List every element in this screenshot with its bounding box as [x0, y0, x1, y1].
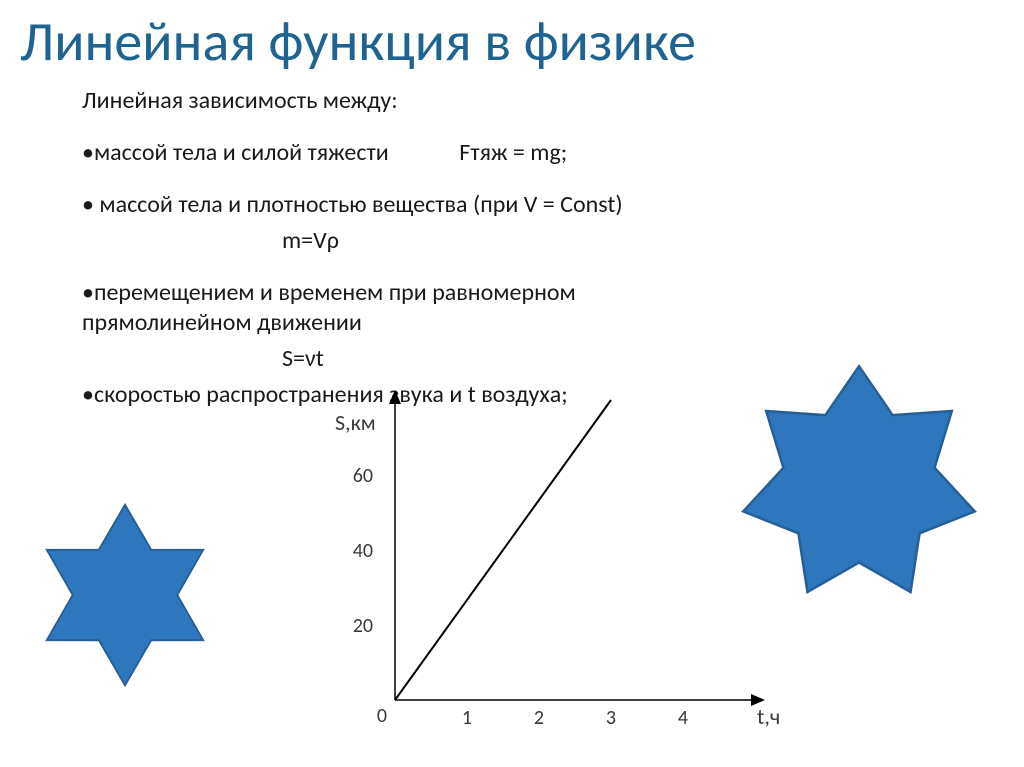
body-text-block: Линейная зависимость между: •массой тела…: [82, 86, 742, 416]
svg-text:0: 0: [377, 704, 387, 728]
slide-container: Линейная функция в физике Линейная завис…: [0, 0, 1024, 767]
bullet-2-formula: m=Vρ: [82, 226, 742, 256]
page-title: Линейная функция в физике: [20, 8, 696, 76]
svg-text:4: 4: [678, 706, 688, 730]
seven-point-star-icon: [734, 360, 984, 610]
svg-text:3: 3: [606, 706, 616, 730]
bullet-2-text: • массой тела и плотностью вещества (при…: [82, 190, 742, 220]
svg-text:20: 20: [353, 614, 373, 638]
svg-text:1: 1: [462, 706, 472, 730]
svg-text:40: 40: [353, 539, 373, 563]
svg-text:S,км: S,км: [335, 409, 376, 436]
bullet-3-text: •перемещением и временем при равномерном…: [82, 278, 742, 338]
intro-line: Линейная зависимость между:: [82, 86, 742, 116]
bullet-1-formula: Fтяж = mg;: [459, 138, 639, 168]
svg-text:2: 2: [534, 706, 544, 730]
bullet-1: •массой тела и силой тяжести Fтяж = mg;: [82, 138, 742, 168]
bullet-3-formula: S=νt: [82, 344, 742, 374]
six-point-star-icon: [30, 500, 220, 690]
svg-text:t,ч: t,ч: [757, 703, 780, 730]
physics-chart: 20406012340S,кмt,ч: [320, 400, 760, 730]
svg-text:60: 60: [353, 464, 373, 488]
bullet-1-text: •массой тела и силой тяжести: [82, 138, 389, 167]
